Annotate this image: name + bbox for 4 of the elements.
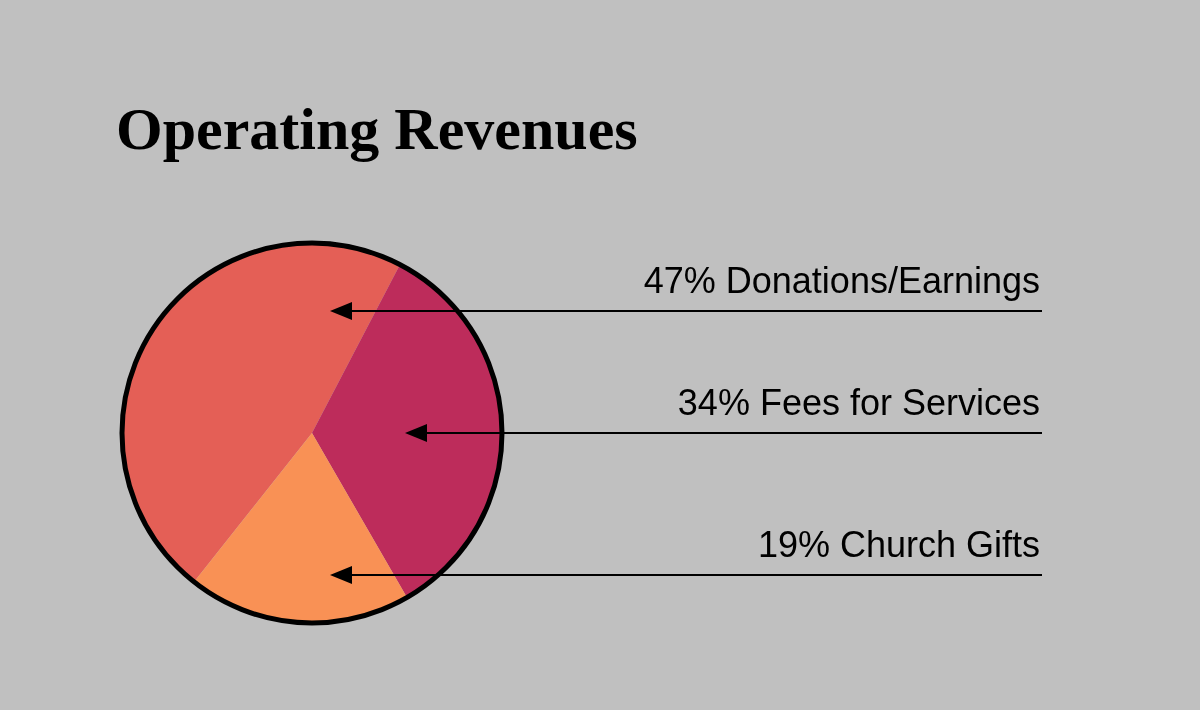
chart-title: Operating Revenues [116, 96, 638, 162]
slice-label: 34% Fees for Services [677, 382, 1040, 423]
slice-label: 19% Church Gifts [757, 524, 1040, 565]
slice-label: 47% Donations/Earnings [643, 260, 1040, 301]
